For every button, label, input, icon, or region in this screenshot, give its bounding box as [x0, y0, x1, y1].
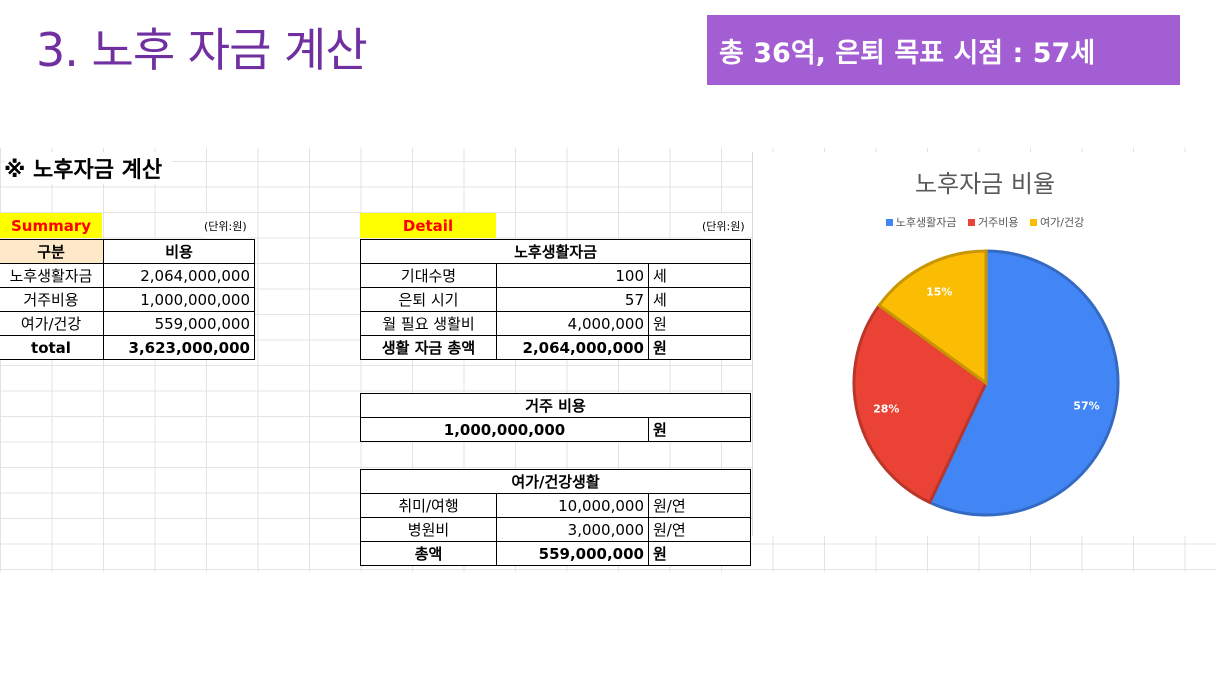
summary-row-name: 여가/건강: [0, 311, 104, 336]
legend-label: 거주비용: [978, 216, 1019, 229]
housing-title: 거주 비용: [360, 393, 751, 418]
slide-title: 3. 노후 자금 계산: [36, 23, 368, 77]
legend-swatch: [885, 218, 893, 226]
living-total-value: 2,064,000,000: [496, 335, 649, 360]
summary-unit: (단위:원): [204, 213, 247, 238]
table-row: 거주비용 1,000,000,000: [0, 287, 255, 312]
table-row: 기대수명 100 세: [360, 263, 751, 288]
table-row: 노후생활자금 2,064,000,000: [0, 263, 255, 288]
housing-value: 1,000,000,000: [360, 417, 649, 442]
living-total-label: 생활 자금 총액: [360, 335, 497, 360]
living-row-value: 57: [496, 287, 649, 312]
summary-total-label: total: [0, 335, 104, 360]
housing-unit: 원: [648, 417, 751, 442]
summary-header-cost: 비용: [103, 239, 255, 264]
living-table: 노후생활자금 기대수명 100 세 은퇴 시기 57 세 월 필요 생활비 4,…: [360, 239, 751, 360]
leisure-row-unit: 원/연: [648, 493, 751, 518]
detail-label: Detail: [360, 213, 496, 238]
summary-row-name: 노후생활자금: [0, 263, 104, 288]
legend-label: 여가/건강: [1040, 216, 1085, 229]
table-row: total 3,623,000,000: [0, 335, 255, 360]
legend-swatch: [968, 218, 976, 226]
living-row-value: 4,000,000: [496, 311, 649, 336]
living-row-name: 은퇴 시기: [360, 287, 497, 312]
living-row-unit: 세: [648, 287, 751, 312]
summary-row-value: 1,000,000,000: [103, 287, 255, 312]
pie-data-label: 28%: [873, 403, 899, 416]
summary-table: 구분 비용 노후생활자금 2,064,000,000 거주비용 1,000,00…: [0, 239, 255, 360]
summary-badge: 총 36억, 은퇴 목표 시점 : 57세: [707, 15, 1180, 85]
pie-slice-1[interactable]: [927, 249, 1120, 517]
leisure-total-unit: 원: [648, 541, 751, 566]
sheet-heading: ※ 노후자금 계산: [4, 152, 173, 184]
chart-legend: 노후생활자금 거주비용 여가/건강: [753, 214, 1216, 230]
living-row-name: 월 필요 생활비: [360, 311, 497, 336]
summary-label: Summary: [0, 213, 102, 238]
pie-chart[interactable]: 노후자금 비율 노후생활자금 거주비용 여가/건강 57% 28% 15%: [752, 152, 1216, 536]
table-row: 은퇴 시기 57 세: [360, 287, 751, 312]
living-row-value: 100: [496, 263, 649, 288]
leisure-title: 여가/건강생활: [360, 469, 751, 494]
pie-svg: 57% 28% 15%: [852, 249, 1120, 517]
leisure-row-value: 10,000,000: [496, 493, 649, 518]
summary-row-value: 559,000,000: [103, 311, 255, 336]
living-row-unit: 원: [648, 311, 751, 336]
leisure-total-value: 559,000,000: [496, 541, 649, 566]
pie-data-label: 15%: [926, 285, 952, 298]
leisure-row-unit: 원/연: [648, 517, 751, 542]
table-row: 여가/건강 559,000,000: [0, 311, 255, 336]
living-total-unit: 원: [648, 335, 751, 360]
leisure-total-label: 총액: [360, 541, 497, 566]
table-row: 생활 자금 총액 2,064,000,000 원: [360, 335, 751, 360]
living-title: 노후생활자금: [360, 239, 751, 264]
legend-item: 거주비용: [968, 214, 1019, 230]
leisure-row-name: 취미/여행: [360, 493, 497, 518]
leisure-row-value: 3,000,000: [496, 517, 649, 542]
table-row: 병원비 3,000,000 원/연: [360, 517, 751, 542]
summary-total-value: 3,623,000,000: [103, 335, 255, 360]
pie-data-label: 57%: [1073, 399, 1099, 412]
chart-title: 노후자금 비율: [914, 170, 1056, 198]
detail-unit: (단위:원): [702, 213, 745, 238]
summary-row-value: 2,064,000,000: [103, 263, 255, 288]
table-row: 취미/여행 10,000,000 원/연: [360, 493, 751, 518]
legend-item: 여가/건강: [1030, 214, 1084, 230]
table-row: 월 필요 생활비 4,000,000 원: [360, 311, 751, 336]
leisure-row-name: 병원비: [360, 517, 497, 542]
legend-item: 노후생활자금: [885, 214, 957, 230]
leisure-table: 여가/건강생활 취미/여행 10,000,000 원/연 병원비 3,000,0…: [360, 469, 751, 566]
summary-header-category: 구분: [0, 239, 104, 264]
housing-table: 거주 비용 1,000,000,000 원: [360, 393, 751, 442]
table-row: 1,000,000,000 원: [360, 417, 751, 442]
pie-slice-3[interactable]: [877, 249, 988, 386]
summary-row-name: 거주비용: [0, 287, 104, 312]
legend-swatch: [1030, 218, 1038, 226]
table-row: 총액 559,000,000 원: [360, 541, 751, 566]
living-row-unit: 세: [648, 263, 751, 288]
living-row-name: 기대수명: [360, 263, 497, 288]
legend-label: 노후생활자금: [895, 216, 957, 229]
pie-slice-2[interactable]: [852, 303, 988, 505]
